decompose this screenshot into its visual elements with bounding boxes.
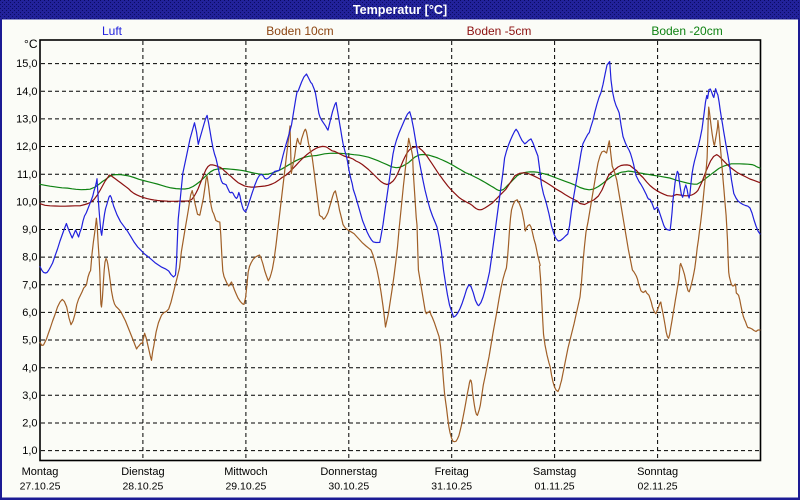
svg-text:13,0: 13,0 [16,114,37,126]
svg-text:8,0: 8,0 [22,252,37,264]
svg-text:5,0: 5,0 [22,335,37,347]
svg-text:12,0: 12,0 [16,141,37,153]
svg-text:11,0: 11,0 [17,169,38,181]
svg-text:10,0: 10,0 [16,196,37,208]
svg-text:14,0: 14,0 [16,86,37,98]
svg-text:15,0: 15,0 [16,58,37,70]
svg-text:27.10.25: 27.10.25 [20,481,61,493]
svg-text:°C: °C [24,37,38,51]
svg-text:30.10.25: 30.10.25 [328,481,369,493]
svg-text:Freitag: Freitag [435,466,469,478]
svg-text:28.10.25: 28.10.25 [122,481,163,493]
svg-text:4,0: 4,0 [22,362,37,374]
svg-text:Montag: Montag [22,466,59,478]
svg-text:Samstag: Samstag [533,466,576,478]
svg-text:01.11.25: 01.11.25 [535,481,575,493]
svg-text:Temperatur [°C]: Temperatur [°C] [353,3,447,17]
svg-text:Luft: Luft [102,24,123,38]
svg-text:02.11.25: 02.11.25 [638,481,678,493]
svg-text:Dienstag: Dienstag [121,466,164,478]
svg-text:Mittwoch: Mittwoch [224,466,267,478]
svg-text:Boden -5cm: Boden -5cm [467,24,532,38]
svg-text:1,0: 1,0 [22,445,37,457]
svg-text:7,0: 7,0 [22,279,37,291]
svg-text:3,0: 3,0 [22,390,37,402]
svg-text:2,0: 2,0 [22,418,37,430]
svg-text:29.10.25: 29.10.25 [225,481,266,493]
svg-text:6,0: 6,0 [22,307,37,319]
svg-text:Sonntag: Sonntag [637,466,678,478]
svg-text:31.10.25: 31.10.25 [431,481,472,493]
svg-text:Donnerstag: Donnerstag [320,466,377,478]
svg-text:Boden 10cm: Boden 10cm [266,24,333,38]
svg-text:9,0: 9,0 [22,224,37,236]
svg-text:Boden -20cm: Boden -20cm [651,24,722,38]
